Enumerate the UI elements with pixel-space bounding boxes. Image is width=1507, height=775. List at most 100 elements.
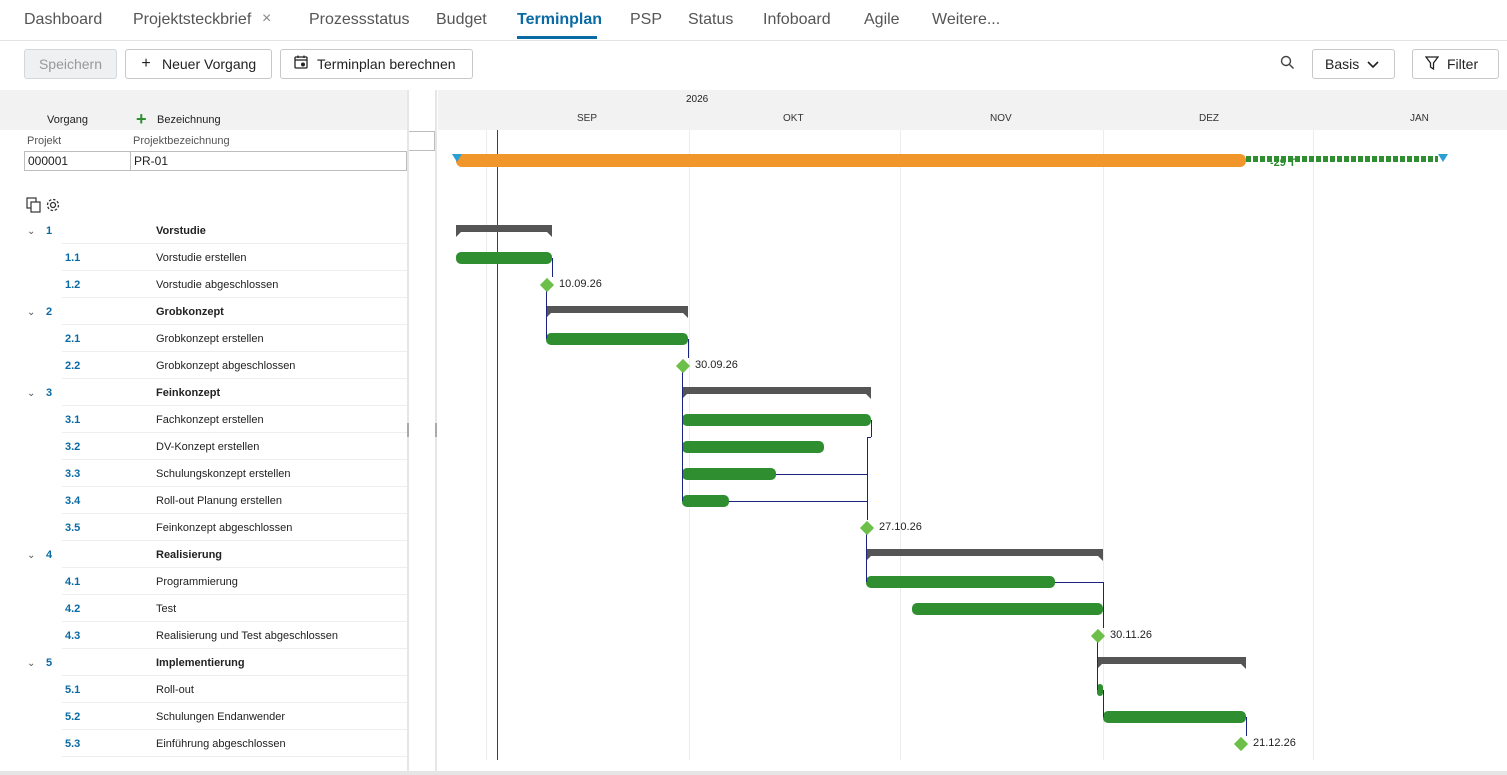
task-bar-5-1[interactable] [1097, 684, 1103, 696]
task-number[interactable]: 5.1 [65, 684, 81, 696]
task-number[interactable]: 4.3 [65, 630, 81, 642]
task-name[interactable]: Vorstudie abgeschlossen [156, 279, 279, 291]
project-bar[interactable] [456, 154, 1246, 167]
task-bar-3-2[interactable] [682, 441, 824, 453]
task-name[interactable]: DV-Konzept erstellen [156, 441, 260, 453]
summary-bar-1[interactable] [456, 225, 552, 237]
task-number[interactable]: 1.1 [65, 252, 81, 264]
task-name[interactable]: Vorstudie erstellen [156, 252, 247, 264]
tab-infoboard[interactable]: Infoboard [763, 11, 831, 28]
task-bar-5-2[interactable] [1103, 711, 1246, 723]
add-row-icon[interactable]: + [136, 109, 147, 129]
chevron-down-icon [1367, 56, 1379, 72]
task-number[interactable]: 3.5 [65, 522, 81, 534]
chevron-down-icon[interactable]: ⌄ [27, 550, 36, 561]
task-bar-3-1[interactable] [682, 414, 871, 426]
task-number[interactable]: 3 [46, 387, 53, 399]
task-number[interactable]: 3.1 [65, 414, 81, 426]
task-bar-4-2[interactable] [912, 603, 1103, 615]
plus-icon: + [141, 55, 151, 72]
filter-button[interactable]: Filter [1412, 49, 1499, 79]
task-name[interactable]: Test [156, 603, 177, 615]
task-name[interactable]: Roll-out Planung erstellen [156, 495, 282, 507]
task-name[interactable]: Vorstudie [156, 225, 206, 237]
month-nov: NOV [990, 113, 1012, 124]
row-divider [62, 594, 407, 595]
task-bar-1-1[interactable] [456, 252, 552, 264]
task-name[interactable]: Grobkonzept [156, 306, 224, 318]
grid-header [0, 90, 407, 130]
tab-projektsteckbrief[interactable]: Projektsteckbrief [133, 11, 252, 28]
task-number[interactable]: 2.1 [65, 333, 81, 345]
task-name[interactable]: Fachkonzept erstellen [156, 414, 264, 426]
task-name[interactable]: Realisierung [156, 549, 223, 561]
calculate-schedule-button[interactable]: Terminplan berechnen [280, 49, 473, 79]
task-number[interactable]: 3.3 [65, 468, 81, 480]
project-id-field[interactable]: 000001 [24, 151, 131, 171]
task-name[interactable]: Grobkonzept abgeschlossen [156, 360, 296, 372]
task-number[interactable]: 4.2 [65, 603, 81, 615]
tab-budget[interactable]: Budget [436, 11, 487, 28]
tab-dashboard[interactable]: Dashboard [24, 11, 103, 28]
month-sep: SEP [577, 113, 598, 124]
gear-icon[interactable] [45, 197, 61, 218]
task-bar-3-4[interactable] [682, 495, 729, 507]
task-bar-2-1[interactable] [546, 333, 688, 345]
task-name[interactable]: Roll-out [156, 684, 194, 696]
save-button[interactable]: Speichern [24, 49, 117, 79]
row-divider [62, 243, 407, 244]
task-number[interactable]: 3.4 [65, 495, 81, 507]
task-number[interactable]: 2 [46, 306, 53, 318]
close-icon[interactable]: × [262, 10, 272, 27]
task-number[interactable]: 1 [46, 225, 53, 237]
grid-splitter[interactable] [407, 90, 437, 775]
chevron-down-icon[interactable]: ⌄ [27, 307, 36, 318]
tab-status[interactable]: Status [688, 11, 734, 28]
milestone-3-5[interactable] [859, 520, 875, 536]
task-bar-4-1[interactable] [866, 576, 1055, 588]
task-bar-3-3[interactable] [682, 468, 776, 480]
summary-bar-3[interactable] [682, 387, 871, 399]
task-number[interactable]: 4 [46, 549, 53, 561]
horizontal-scrollbar[interactable] [0, 771, 1507, 775]
task-name[interactable]: Realisierung und Test abgeschlossen [156, 630, 339, 642]
task-name[interactable]: Feinkonzept abgeschlossen [156, 522, 293, 534]
project-name-field[interactable]: PR-01 [130, 151, 407, 171]
row-divider [62, 378, 407, 379]
task-name[interactable]: Programmierung [156, 576, 238, 588]
summary-bar-2[interactable] [546, 306, 688, 318]
task-number[interactable]: 5.2 [65, 711, 81, 723]
milestone-1-2[interactable] [539, 277, 555, 293]
summary-bar-5[interactable] [1097, 657, 1246, 669]
task-number[interactable]: 3.2 [65, 441, 81, 453]
copy-icon[interactable] [26, 197, 41, 218]
task-number[interactable]: 5 [46, 657, 53, 669]
tab-prozessstatus[interactable]: Prozessstatus [309, 11, 410, 28]
tab-weitere[interactable]: Weitere... [932, 11, 1001, 28]
milestone-date: 30.11.26 [1110, 629, 1153, 641]
baseline-dropdown[interactable]: Basis [1312, 49, 1395, 79]
task-name[interactable]: Implementierung [156, 657, 245, 669]
chevron-down-icon[interactable]: ⌄ [27, 658, 36, 669]
task-number[interactable]: 1.2 [65, 279, 81, 291]
chevron-down-icon[interactable]: ⌄ [27, 388, 36, 399]
task-number[interactable]: 4.1 [65, 576, 81, 588]
search-icon[interactable] [1280, 55, 1295, 75]
tab-psp[interactable]: PSP [630, 11, 663, 28]
milestone-2-2[interactable] [675, 358, 691, 374]
new-task-button[interactable]: + Neuer Vorgang [125, 49, 272, 79]
tab-agile[interactable]: Agile [864, 11, 900, 28]
task-name[interactable]: Schulungen Endanwender [156, 711, 286, 723]
task-name[interactable]: Feinkonzept [156, 387, 221, 399]
task-name[interactable]: Schulungskonzept erstellen [156, 468, 291, 480]
milestone-5-3[interactable] [1233, 736, 1249, 752]
summary-bar-4[interactable] [866, 549, 1103, 561]
task-number[interactable]: 5.3 [65, 738, 81, 750]
task-name[interactable]: Grobkonzept erstellen [156, 333, 264, 345]
task-number[interactable]: 2.2 [65, 360, 81, 372]
row-divider [62, 432, 407, 433]
chevron-down-icon[interactable]: ⌄ [27, 226, 36, 237]
tab-terminplan[interactable]: Terminplan [517, 11, 603, 28]
task-name[interactable]: Einführung abgeschlossen [156, 738, 286, 750]
month-okt: OKT [783, 113, 804, 124]
